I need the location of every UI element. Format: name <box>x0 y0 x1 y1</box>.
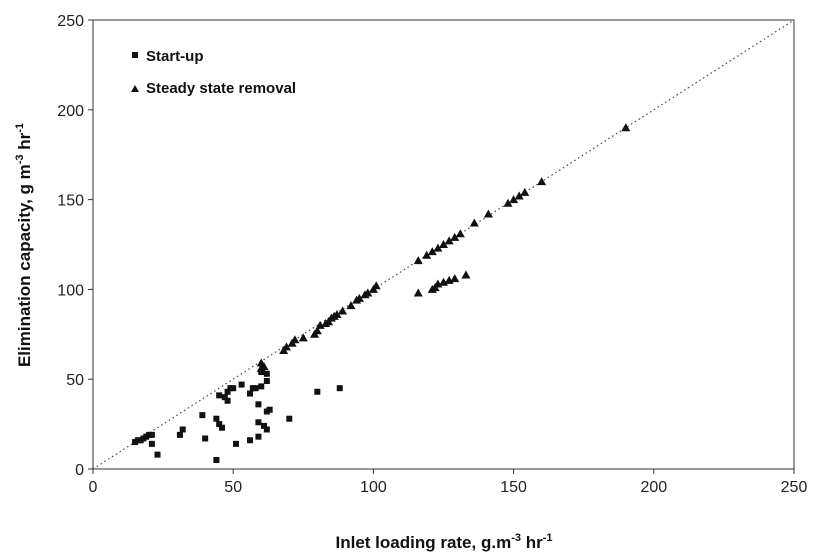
y-tick-label-2: 100 <box>57 282 84 299</box>
point-start-up-13 <box>213 415 220 422</box>
point-steady-state-15 <box>332 310 342 319</box>
point-start-up-16 <box>216 421 223 428</box>
point-start-up-14 <box>213 457 220 464</box>
reference-line-1to1 <box>92 19 795 470</box>
point-start-up-39 <box>266 406 273 413</box>
point-start-up-29 <box>255 401 262 408</box>
legend-label-start-up: Start-up <box>146 48 204 65</box>
point-start-up-42 <box>336 385 343 392</box>
x-tick-label-5: 250 <box>781 479 808 496</box>
point-steady-state-19 <box>354 293 364 302</box>
point-start-up-30 <box>255 419 262 426</box>
data-points <box>132 123 631 464</box>
point-steady-state-23 <box>371 281 381 290</box>
x-axis-ticks: 0 50 100 150 200 250 <box>89 469 808 496</box>
point-steady-state-21 <box>363 288 373 297</box>
point-start-up-25 <box>247 437 254 444</box>
point-steady-state-34 <box>503 198 513 207</box>
point-steady-state-40 <box>413 288 423 297</box>
point-start-up-28 <box>252 385 259 392</box>
y-tick-label-5: 250 <box>57 13 84 30</box>
point-start-up-19 <box>224 397 231 404</box>
point-start-up-10 <box>179 426 186 433</box>
point-steady-state-31 <box>455 229 465 238</box>
point-start-up-9 <box>176 431 183 438</box>
point-start-up-8 <box>154 451 161 458</box>
point-steady-state-47 <box>461 270 471 279</box>
point-start-up-34 <box>261 422 268 429</box>
point-steady-state-17 <box>346 301 356 310</box>
y-axis-ticks: 0 50 100 150 200 250 <box>57 13 93 479</box>
legend: Start-up Steady state removal <box>131 48 296 97</box>
point-steady-state-16 <box>338 306 348 315</box>
legend-marker-start-up <box>132 52 138 58</box>
point-start-up-26 <box>247 390 254 397</box>
x-tick-label-4: 200 <box>640 479 667 496</box>
point-start-up-7 <box>148 440 155 447</box>
plot-area-frame <box>92 19 795 470</box>
point-start-up-12 <box>202 435 209 442</box>
point-start-up-17 <box>218 424 225 431</box>
point-start-up-11 <box>199 412 206 419</box>
point-steady-state-25 <box>422 250 432 259</box>
point-steady-state-37 <box>520 187 530 196</box>
point-steady-state-2 <box>259 362 269 371</box>
point-steady-state-28 <box>439 240 448 248</box>
point-steady-state-39 <box>621 123 631 132</box>
point-start-up-31 <box>255 433 262 440</box>
point-steady-state-27 <box>433 243 443 252</box>
x-tick-label-3: 150 <box>500 479 527 496</box>
point-steady-state-29 <box>444 236 454 245</box>
y-tick-label-3: 150 <box>57 193 84 210</box>
point-steady-state-26 <box>427 247 437 256</box>
point-start-up-20 <box>224 388 231 395</box>
point-start-up-23 <box>233 440 240 447</box>
point-start-up-22 <box>230 385 237 392</box>
y-tick-label-0: 0 <box>75 462 84 479</box>
x-tick-label-2: 100 <box>360 479 387 496</box>
x-axis-title: Inlet loading rate, g.m-3 hr-1 <box>336 532 553 552</box>
point-steady-state-24 <box>413 256 423 265</box>
point-start-up-41 <box>314 388 321 395</box>
point-steady-state-32 <box>469 218 479 227</box>
point-steady-state-9 <box>312 326 322 335</box>
point-start-up-18 <box>221 394 228 401</box>
point-steady-state-33 <box>483 209 493 218</box>
point-start-up-33 <box>258 369 265 376</box>
point-start-up-38 <box>263 377 270 384</box>
point-steady-state-7 <box>298 333 308 342</box>
point-start-up-40 <box>286 415 293 422</box>
x-tick-label-0: 0 <box>89 479 98 496</box>
y-tick-label-4: 200 <box>57 103 84 120</box>
point-start-up-24 <box>238 381 245 388</box>
point-start-up-32 <box>258 383 265 390</box>
point-steady-state-35 <box>509 195 519 204</box>
x-tick-label-1: 50 <box>224 479 242 496</box>
point-steady-state-30 <box>450 232 460 241</box>
legend-marker-steady-state <box>131 85 139 92</box>
point-steady-state-6 <box>290 335 300 344</box>
point-start-up-15 <box>216 392 223 399</box>
point-steady-state-36 <box>514 191 524 200</box>
point-start-up-36 <box>263 426 270 433</box>
point-steady-state-38 <box>537 177 547 186</box>
y-axis-title: Elimination capacity, g m-3 hr-1 <box>14 123 34 367</box>
point-steady-state-46 <box>450 274 460 283</box>
point-steady-state-4 <box>281 342 291 351</box>
point-start-up-6 <box>148 431 155 438</box>
point-start-up-35 <box>263 370 270 377</box>
legend-label-steady-state: Steady state removal <box>146 80 296 97</box>
y-tick-label-1: 50 <box>66 372 84 389</box>
